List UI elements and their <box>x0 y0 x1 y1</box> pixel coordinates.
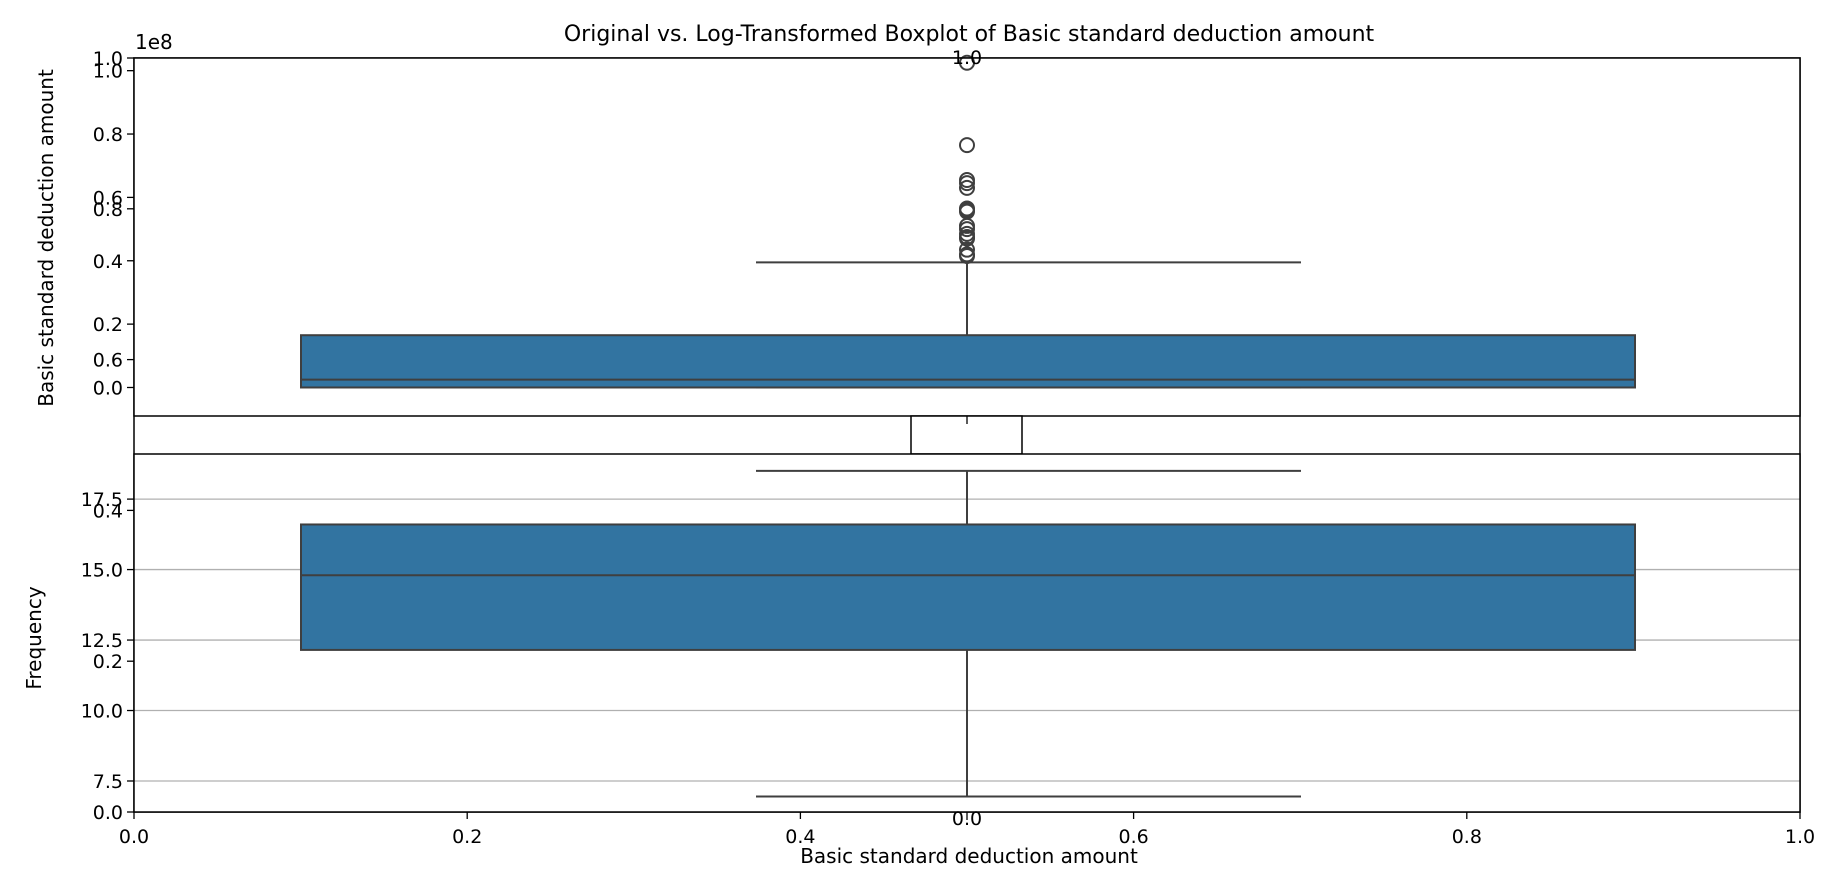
figure-y-tick-label: 0.4 <box>93 500 123 522</box>
original-outlier-point <box>959 54 975 71</box>
figure-x-tick-label: 0.0 <box>119 826 149 848</box>
figure-x-axis-label: Basic standard deduction amount <box>800 844 1138 868</box>
figure-x-tick-label: 1.0 <box>1785 826 1815 848</box>
original-boxplot-panel: 0.00.20.40.60.81.01.0 <box>93 47 1801 455</box>
figure-x-tick-label: 0.8 <box>1452 826 1482 848</box>
original-outlier-point <box>959 137 975 154</box>
figure-y-tick-label: 0.8 <box>93 199 123 221</box>
log-y-tick-label: 15.0 <box>81 560 123 582</box>
original-y-tick-label: 0.8 <box>93 124 123 146</box>
original-y-tick-label: 1.0 <box>93 61 123 83</box>
figure-x-tick-label: 0.2 <box>452 826 482 848</box>
figure-axes: 0.0 0.2 0.4 0.6 0.8 1.00.00.20.40.60.81.0 <box>93 48 1815 848</box>
log-y-tick-label: 12.5 <box>81 630 123 652</box>
figure-y-tick-label: 1.0 <box>93 48 123 70</box>
original-y-axis-label: Basic standard deduction amount <box>34 69 58 407</box>
original-y-tick-label: 0.4 <box>93 251 123 273</box>
original-outlier-point <box>959 179 975 196</box>
chart-title: Original vs. Log-Transformed Boxplot of … <box>564 22 1375 47</box>
offset-text: 1e8 <box>135 30 173 54</box>
original-outlier-point <box>959 248 975 265</box>
original-outlier-point <box>959 221 975 238</box>
original-outlier-point <box>959 241 975 258</box>
figure-x-tick-label: 0.6 <box>1118 826 1148 848</box>
original-y-tick-label: 0.0 <box>93 377 123 399</box>
original-top-tick-label: 1.0 <box>952 47 982 69</box>
original-y-tick-label: 0.2 <box>93 314 123 336</box>
original-outlier-point <box>959 230 975 247</box>
original-outlier-point <box>959 175 975 192</box>
original-y-tick-label: 0.6 <box>93 187 123 209</box>
log-x-tick-label: 0.0 <box>952 808 982 830</box>
figure-y-tick-label: 0.6 <box>93 350 123 372</box>
log-y-tick-label: 7.5 <box>93 771 123 793</box>
log-boxplot-panel: 7.5 10.0 12.5 15.0 17.5 0.0 <box>81 453 1801 830</box>
figure-x-tick-label: 0.4 <box>785 826 815 848</box>
log-box <box>300 523 1636 651</box>
figure-y-tick-label: 0.0 <box>93 802 123 824</box>
figure-y-axis-label: Frequency <box>22 586 46 689</box>
figure-y-tick-label: 0.2 <box>93 651 123 673</box>
log-y-tick-label: 17.5 <box>81 489 123 511</box>
log-y-tick-label: 10.0 <box>81 701 123 723</box>
